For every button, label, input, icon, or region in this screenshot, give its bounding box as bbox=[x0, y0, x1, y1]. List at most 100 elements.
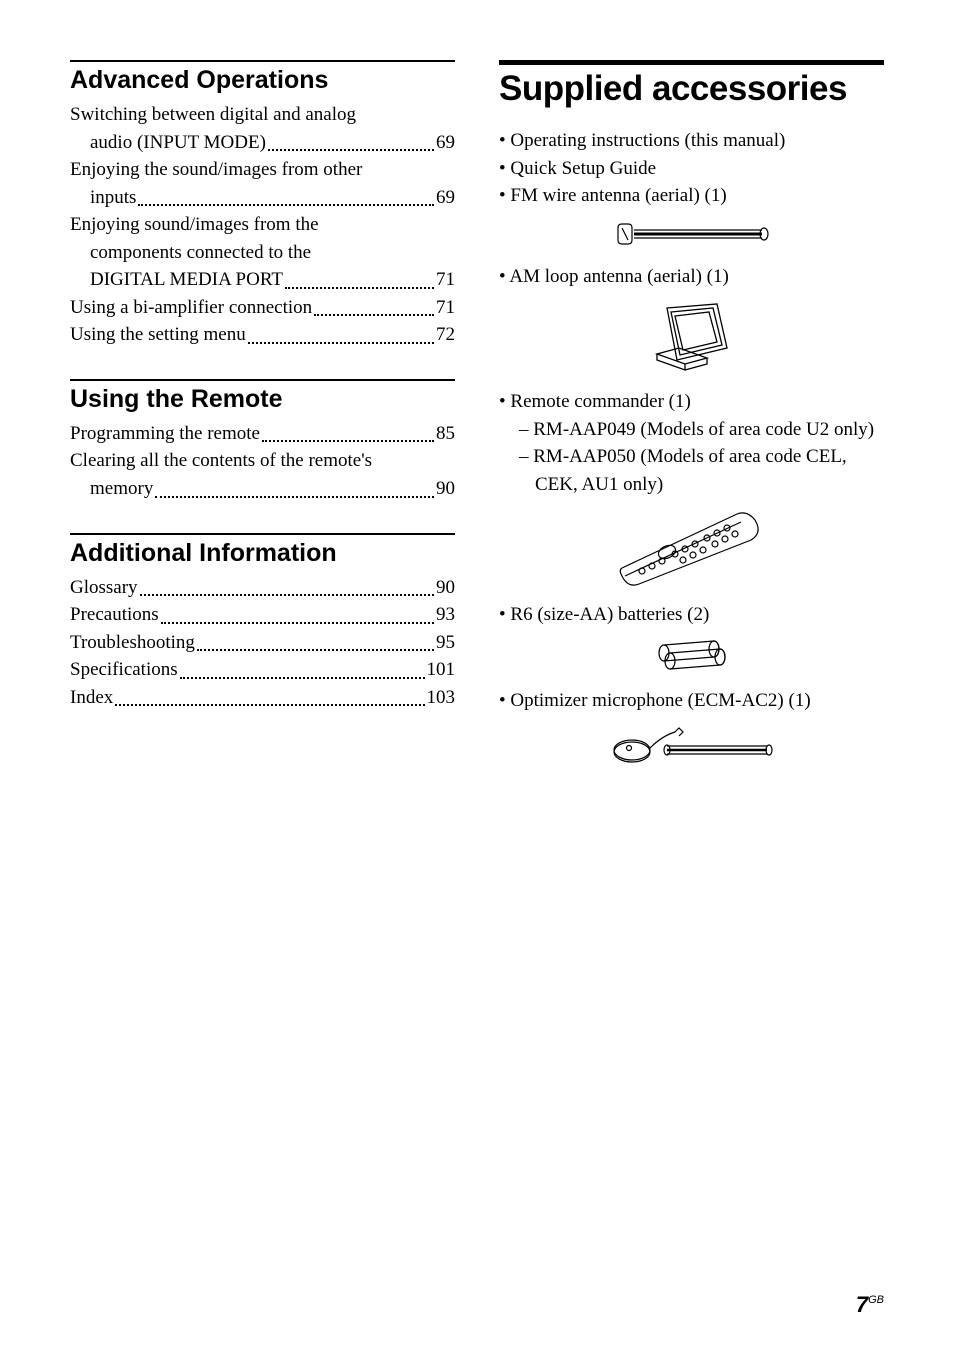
accessory-item: Remote commander (1) RM-AAP049 (Models o… bbox=[499, 388, 884, 498]
toc-text: Enjoying sound/images from the bbox=[70, 211, 319, 239]
toc-leader bbox=[180, 677, 425, 679]
section-heading: Using the Remote bbox=[70, 385, 455, 414]
toc-text: audio (INPUT MODE) bbox=[70, 129, 266, 157]
toc-text: components connected to the bbox=[70, 239, 311, 267]
toc-text: Clearing all the contents of the remote'… bbox=[70, 447, 372, 475]
section-heading: Advanced Operations bbox=[70, 66, 455, 95]
accessory-text: AM loop antenna (aerial) (1) bbox=[509, 266, 728, 287]
toc-entry: Specifications 101 bbox=[70, 656, 455, 684]
toc-entry: DIGITAL MEDIA PORT 71 bbox=[70, 266, 455, 294]
toc-text: Glossary bbox=[70, 574, 138, 602]
toc-entry: Glossary 90 bbox=[70, 574, 455, 602]
accessory-sublist: RM-AAP049 (Models of area code U2 only) … bbox=[499, 416, 884, 499]
accessory-text: Operating instructions (this manual) bbox=[510, 130, 785, 151]
toc-section-advanced: Advanced Operations Switching between di… bbox=[70, 60, 455, 349]
toc-entry: Switching between digital and analog bbox=[70, 101, 455, 129]
toc-entry: audio (INPUT MODE) 69 bbox=[70, 129, 455, 157]
toc-entry: Using a bi-amplifier connection 71 bbox=[70, 294, 455, 322]
accessory-subitem: RM-AAP049 (Models of area code U2 only) bbox=[519, 416, 884, 444]
toc-leader bbox=[161, 622, 434, 624]
toc-leader bbox=[115, 704, 424, 706]
accessory-text: Optimizer microphone (ECM-AC2) (1) bbox=[510, 690, 810, 711]
toc-section-additional: Additional Information Glossary 90 Preca… bbox=[70, 533, 455, 712]
toc-page: 71 bbox=[436, 266, 455, 294]
accessory-item: Quick Setup Guide bbox=[499, 155, 884, 183]
accessory-item: FM wire antenna (aerial) (1) bbox=[499, 182, 884, 210]
section-rule bbox=[70, 533, 455, 535]
toc-page: 95 bbox=[436, 629, 455, 657]
accessory-item: Optimizer microphone (ECM-AC2) (1) bbox=[499, 687, 884, 715]
toc-text: Precautions bbox=[70, 601, 159, 629]
accessory-item: R6 (size-AA) batteries (2) bbox=[499, 601, 884, 629]
toc-leader bbox=[155, 496, 434, 498]
toc-page: 69 bbox=[436, 129, 455, 157]
accessory-item: Operating instructions (this manual) bbox=[499, 127, 884, 155]
am-loop-icon bbox=[499, 298, 884, 378]
toc-entry: Enjoying sound/images from the bbox=[70, 211, 455, 239]
toc-page: 90 bbox=[436, 475, 455, 503]
toc-entry: Index 103 bbox=[70, 684, 455, 712]
toc-entry: Troubleshooting 95 bbox=[70, 629, 455, 657]
toc-page: 93 bbox=[436, 601, 455, 629]
accessories-list: Optimizer microphone (ECM-AC2) (1) bbox=[499, 687, 884, 715]
toc-text: Using the setting menu bbox=[70, 321, 246, 349]
toc-leader bbox=[248, 342, 434, 344]
toc-entry: components connected to the bbox=[70, 239, 455, 267]
toc-text: Troubleshooting bbox=[70, 629, 195, 657]
right-column: Supplied accessories Operating instructi… bbox=[499, 60, 884, 787]
toc-leader bbox=[268, 149, 434, 151]
toc-leader bbox=[285, 287, 434, 289]
fm-antenna-icon bbox=[499, 218, 884, 253]
toc-text: memory bbox=[70, 475, 153, 503]
accessories-list: Remote commander (1) RM-AAP049 (Models o… bbox=[499, 388, 884, 498]
toc-page: 85 bbox=[436, 420, 455, 448]
toc-entry: Precautions 93 bbox=[70, 601, 455, 629]
toc-leader bbox=[197, 649, 434, 651]
toc-page: 90 bbox=[436, 574, 455, 602]
accessory-item: AM loop antenna (aerial) (1) bbox=[499, 263, 884, 291]
toc-page: 103 bbox=[427, 684, 456, 712]
main-heading: Supplied accessories bbox=[499, 69, 884, 109]
accessory-text: FM wire antenna (aerial) (1) bbox=[510, 185, 726, 206]
section-rule bbox=[70, 60, 455, 62]
left-column: Advanced Operations Switching between di… bbox=[70, 60, 455, 787]
accessory-text: Remote commander (1) bbox=[510, 391, 690, 412]
toc-entry: Programming the remote 85 bbox=[70, 420, 455, 448]
toc-text: Switching between digital and analog bbox=[70, 101, 356, 129]
accessories-list: R6 (size-AA) batteries (2) bbox=[499, 601, 884, 629]
toc-text: Enjoying the sound/images from other bbox=[70, 156, 362, 184]
accessories-list: AM loop antenna (aerial) (1) bbox=[499, 263, 884, 291]
accessories-list: Operating instructions (this manual) Qui… bbox=[499, 127, 884, 210]
toc-leader bbox=[140, 594, 434, 596]
toc-text: DIGITAL MEDIA PORT bbox=[70, 266, 283, 294]
section-heading: Additional Information bbox=[70, 539, 455, 568]
toc-section-remote: Using the Remote Programming the remote … bbox=[70, 379, 455, 503]
toc-text: Specifications bbox=[70, 656, 178, 684]
toc-page: 69 bbox=[436, 184, 455, 212]
toc-entry: inputs 69 bbox=[70, 184, 455, 212]
remote-icon bbox=[499, 506, 884, 591]
toc-entry: Clearing all the contents of the remote'… bbox=[70, 447, 455, 475]
toc-text: Programming the remote bbox=[70, 420, 260, 448]
batteries-icon bbox=[499, 637, 884, 677]
toc-entry: memory 90 bbox=[70, 475, 455, 503]
accessory-text: Quick Setup Guide bbox=[510, 158, 656, 179]
section-rule bbox=[70, 379, 455, 381]
toc-entry: Using the setting menu 72 bbox=[70, 321, 455, 349]
page-number-suffix: GB bbox=[868, 1294, 884, 1306]
page-columns: Advanced Operations Switching between di… bbox=[70, 60, 884, 787]
toc-page: 72 bbox=[436, 321, 455, 349]
toc-text: Using a bi-amplifier connection bbox=[70, 294, 312, 322]
page-number-value: 7 bbox=[856, 1292, 868, 1317]
toc-entry: Enjoying the sound/images from other bbox=[70, 156, 455, 184]
microphone-icon bbox=[499, 722, 884, 777]
toc-leader bbox=[138, 204, 434, 206]
toc-page: 101 bbox=[427, 656, 456, 684]
page-number: 7GB bbox=[856, 1292, 884, 1318]
accessory-subitem: RM-AAP050 (Models of area code CEL, CEK,… bbox=[519, 443, 884, 498]
toc-text: Index bbox=[70, 684, 113, 712]
accessory-text: R6 (size-AA) batteries (2) bbox=[510, 604, 709, 625]
toc-page: 71 bbox=[436, 294, 455, 322]
toc-leader bbox=[262, 440, 434, 442]
toc-leader bbox=[314, 314, 434, 316]
